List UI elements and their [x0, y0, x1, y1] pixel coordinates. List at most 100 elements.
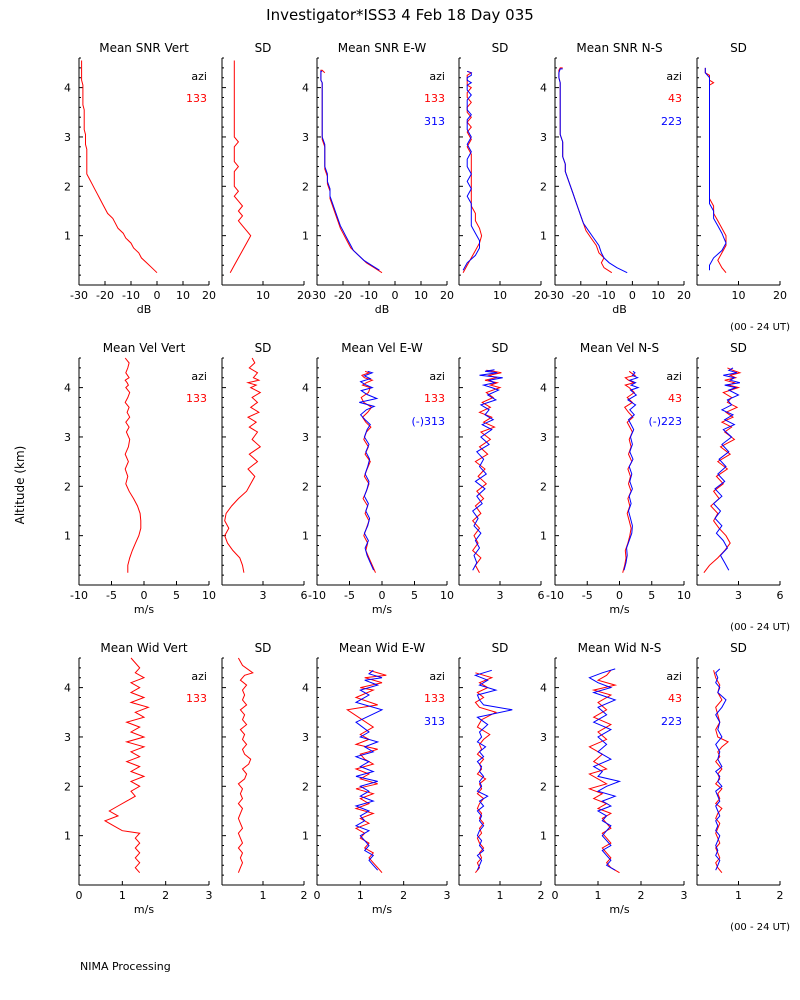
y-tick-label: 1	[64, 530, 71, 543]
series-line-313	[320, 70, 380, 271]
series-line-133	[224, 357, 262, 573]
series-line-43	[704, 67, 727, 274]
legend-entry: 133	[186, 692, 207, 705]
panel-2: Mean SNR E-W 1 2 3 4 -30 -20 -10 0 10 20 dB azi 133 31…	[302, 41, 454, 316]
x-tick-label: 0	[76, 889, 83, 902]
legend-entry: (-)313	[411, 415, 445, 428]
x-tick-label: 3	[681, 889, 688, 902]
x-axis-label: dB	[612, 303, 627, 316]
series-line-223	[558, 68, 628, 274]
x-axis-label: m/s	[609, 903, 629, 916]
x-tick-label: 20	[677, 289, 691, 302]
x-tick-label: -30	[546, 289, 564, 302]
x-tick-label: 3	[735, 589, 742, 602]
panel-title: SD	[492, 341, 509, 355]
y-tick-label: 2	[64, 480, 71, 493]
series-line-133	[462, 70, 483, 273]
panel-7: SD 3 6	[221, 341, 308, 602]
legend-entry: 313	[424, 715, 445, 728]
y-tick-label: 4	[302, 382, 309, 395]
panel-title: Mean SNR E-W	[338, 41, 427, 55]
y-tick-label: 2	[540, 480, 547, 493]
panel-1: SD 10 20	[221, 41, 311, 302]
y-tick-label: 4	[302, 82, 309, 95]
footer-note: NIMA Processing	[80, 960, 171, 973]
y-tick-label: 4	[64, 382, 71, 395]
x-tick-label: -10	[70, 589, 88, 602]
panel-title: SD	[492, 641, 509, 655]
y-tick-label: 1	[540, 530, 547, 543]
x-tick-label: 20	[297, 289, 311, 302]
panel-title: Mean SNR N-S	[576, 41, 662, 55]
series-line-133	[103, 657, 150, 874]
x-tick-label: -10	[598, 289, 616, 302]
panel-title: SD	[255, 341, 272, 355]
panel-title: SD	[255, 41, 272, 55]
panel-title: Mean Wid Vert	[100, 641, 187, 655]
series-line-(-)223	[623, 370, 640, 571]
x-axis-label: dB	[137, 303, 152, 316]
series-line-133	[124, 357, 142, 573]
x-tick-label: 10	[440, 589, 454, 602]
y-tick-label: 4	[64, 682, 71, 695]
x-tick-label: 10	[732, 289, 746, 302]
x-tick-label: 10	[493, 289, 507, 302]
panel-5: SD 10 20	[696, 41, 787, 302]
x-tick-label: 20	[773, 289, 787, 302]
x-tick-label: 10	[176, 289, 190, 302]
x-tick-label: 3	[497, 589, 504, 602]
x-tick-label: 5	[411, 589, 418, 602]
legend-header: azi	[666, 370, 682, 383]
y-tick-label: 3	[302, 131, 309, 144]
series-line-(-)223	[712, 367, 741, 571]
series-line-133	[474, 672, 498, 874]
legend-header: azi	[191, 670, 207, 683]
y-tick-label: 2	[302, 780, 309, 793]
x-tick-label: -5	[106, 589, 117, 602]
panel-17: SD 1 2	[696, 641, 784, 902]
x-tick-label: 20	[202, 289, 216, 302]
y-tick-label: 3	[540, 431, 547, 444]
panel-title: SD	[492, 41, 509, 55]
y-tick-label: 3	[302, 731, 309, 744]
panel-title: SD	[730, 41, 747, 55]
x-tick-label: 6	[538, 589, 545, 602]
x-tick-label: 2	[400, 889, 407, 902]
y-tick-label: 1	[540, 230, 547, 243]
x-tick-label: 1	[260, 889, 267, 902]
x-tick-label: 0	[141, 589, 148, 602]
panel-14: Mean Wid E-W 1 2 3 4 0 1 2 3 m/s azi 133 313	[302, 641, 451, 916]
series-line-43	[713, 670, 730, 874]
panel-title: Mean Vel E-W	[341, 341, 423, 355]
x-tick-label: -10	[360, 289, 378, 302]
legend-entry: (-)223	[648, 415, 682, 428]
x-tick-label: 10	[256, 289, 270, 302]
x-tick-label: 0	[392, 289, 399, 302]
x-axis-label: m/s	[134, 603, 154, 616]
legend-entry: 313	[424, 115, 445, 128]
x-tick-label: 1	[357, 889, 364, 902]
x-tick-label: 0	[552, 889, 559, 902]
legend-header: azi	[666, 70, 682, 83]
figure-title: Investigator*ISS3 4 Feb 18 Day 035	[266, 6, 534, 24]
series-line-133	[471, 369, 502, 573]
x-tick-label: 6	[777, 589, 784, 602]
legend-header: azi	[191, 370, 207, 383]
y-tick-label: 1	[64, 230, 71, 243]
x-tick-label: 3	[206, 889, 213, 902]
y-tick-label: 3	[64, 131, 71, 144]
legend-entry: 43	[668, 392, 682, 405]
x-tick-label: -20	[572, 289, 590, 302]
y-tick-label: 2	[302, 180, 309, 193]
y-tick-label: 4	[540, 382, 547, 395]
panel-15: SD 1 2	[458, 641, 545, 902]
x-tick-label: 10	[651, 289, 665, 302]
y-tick-label: 3	[302, 431, 309, 444]
panel-13: SD 1 2	[221, 641, 308, 902]
y-tick-label: 4	[302, 682, 309, 695]
time-note-row-3: (00 - 24 UT)	[730, 922, 790, 933]
legend-entry: 133	[186, 92, 207, 105]
legend-header: azi	[429, 670, 445, 683]
